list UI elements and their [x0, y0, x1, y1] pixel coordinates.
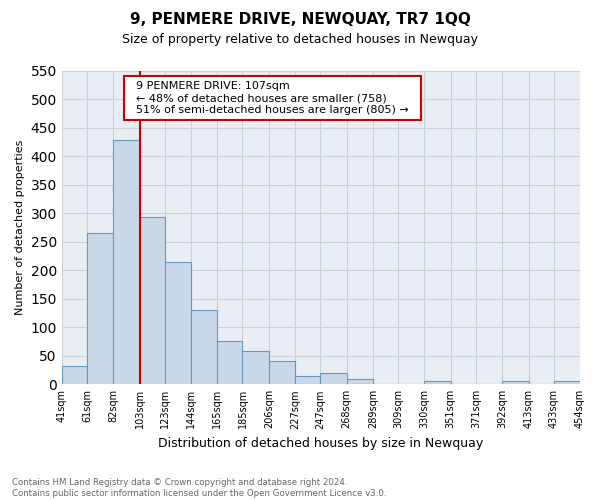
X-axis label: Distribution of detached houses by size in Newquay: Distribution of detached houses by size …	[158, 437, 484, 450]
Bar	[269, 362, 295, 384]
Bar	[295, 376, 320, 384]
Text: 9 PENMERE DRIVE: 107sqm
  ← 48% of detached houses are smaller (758)
  51% of se: 9 PENMERE DRIVE: 107sqm ← 48% of detache…	[129, 82, 416, 114]
Bar	[87, 233, 113, 384]
Y-axis label: Number of detached properties: Number of detached properties	[15, 140, 25, 315]
Bar	[242, 350, 269, 384]
Bar	[113, 140, 140, 384]
Bar	[424, 382, 451, 384]
Bar	[140, 217, 164, 384]
Bar	[217, 341, 242, 384]
Text: 9, PENMERE DRIVE, NEWQUAY, TR7 1QQ: 9, PENMERE DRIVE, NEWQUAY, TR7 1QQ	[130, 12, 470, 28]
Bar	[320, 373, 347, 384]
Bar	[502, 382, 529, 384]
Text: Size of property relative to detached houses in Newquay: Size of property relative to detached ho…	[122, 32, 478, 46]
Text: Contains HM Land Registry data © Crown copyright and database right 2024.
Contai: Contains HM Land Registry data © Crown c…	[12, 478, 386, 498]
Bar	[164, 262, 191, 384]
Bar	[191, 310, 217, 384]
Bar	[62, 366, 87, 384]
Bar	[554, 382, 580, 384]
Bar	[347, 378, 373, 384]
